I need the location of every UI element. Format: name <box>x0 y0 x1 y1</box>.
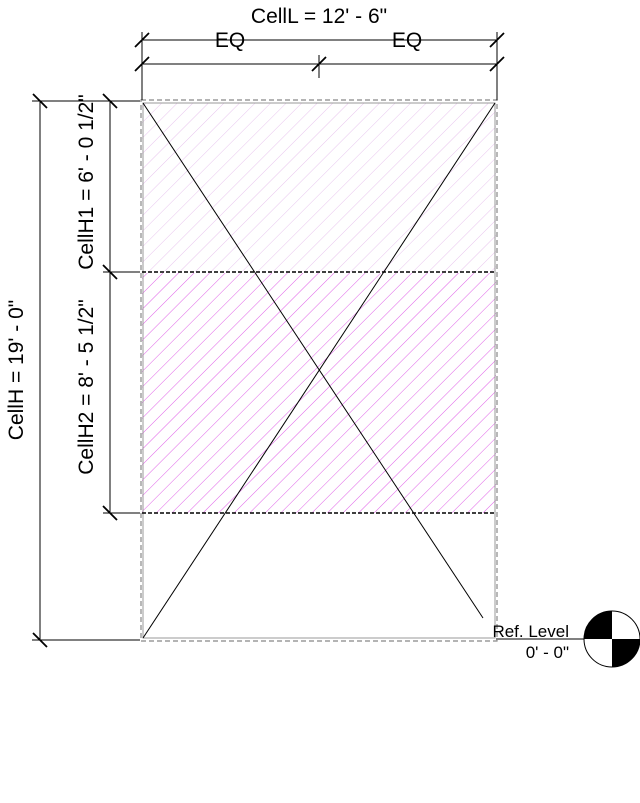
overall-length-label: CellL = 12' - 6" <box>251 5 387 28</box>
ref-level-elevation: 0' - 0" <box>526 643 569 662</box>
cell-h1-label: CellH1 = 6' - 0 1/2" <box>75 94 98 269</box>
diagonal-line-b <box>142 102 496 639</box>
cell-heights-dimension <box>102 93 140 521</box>
eq-left-label: EQ <box>215 29 245 52</box>
eq-right-label: EQ <box>392 29 422 52</box>
outer-dashed-border <box>140 99 498 642</box>
diagonal-line-a <box>142 102 484 619</box>
ref-level-name: Ref. Level <box>492 622 569 641</box>
cell-h2-label: CellH2 = 8' - 5 1/2" <box>75 299 98 474</box>
level-head-icon <box>583 610 640 668</box>
upper-hatch-region <box>142 103 496 272</box>
overall-height-label: CellH = 19' - 0" <box>5 300 28 440</box>
inner-frame <box>142 102 496 639</box>
eq-dimension <box>134 55 505 78</box>
middle-hatch-region <box>142 273 496 513</box>
overall-length-dimension <box>134 32 505 100</box>
